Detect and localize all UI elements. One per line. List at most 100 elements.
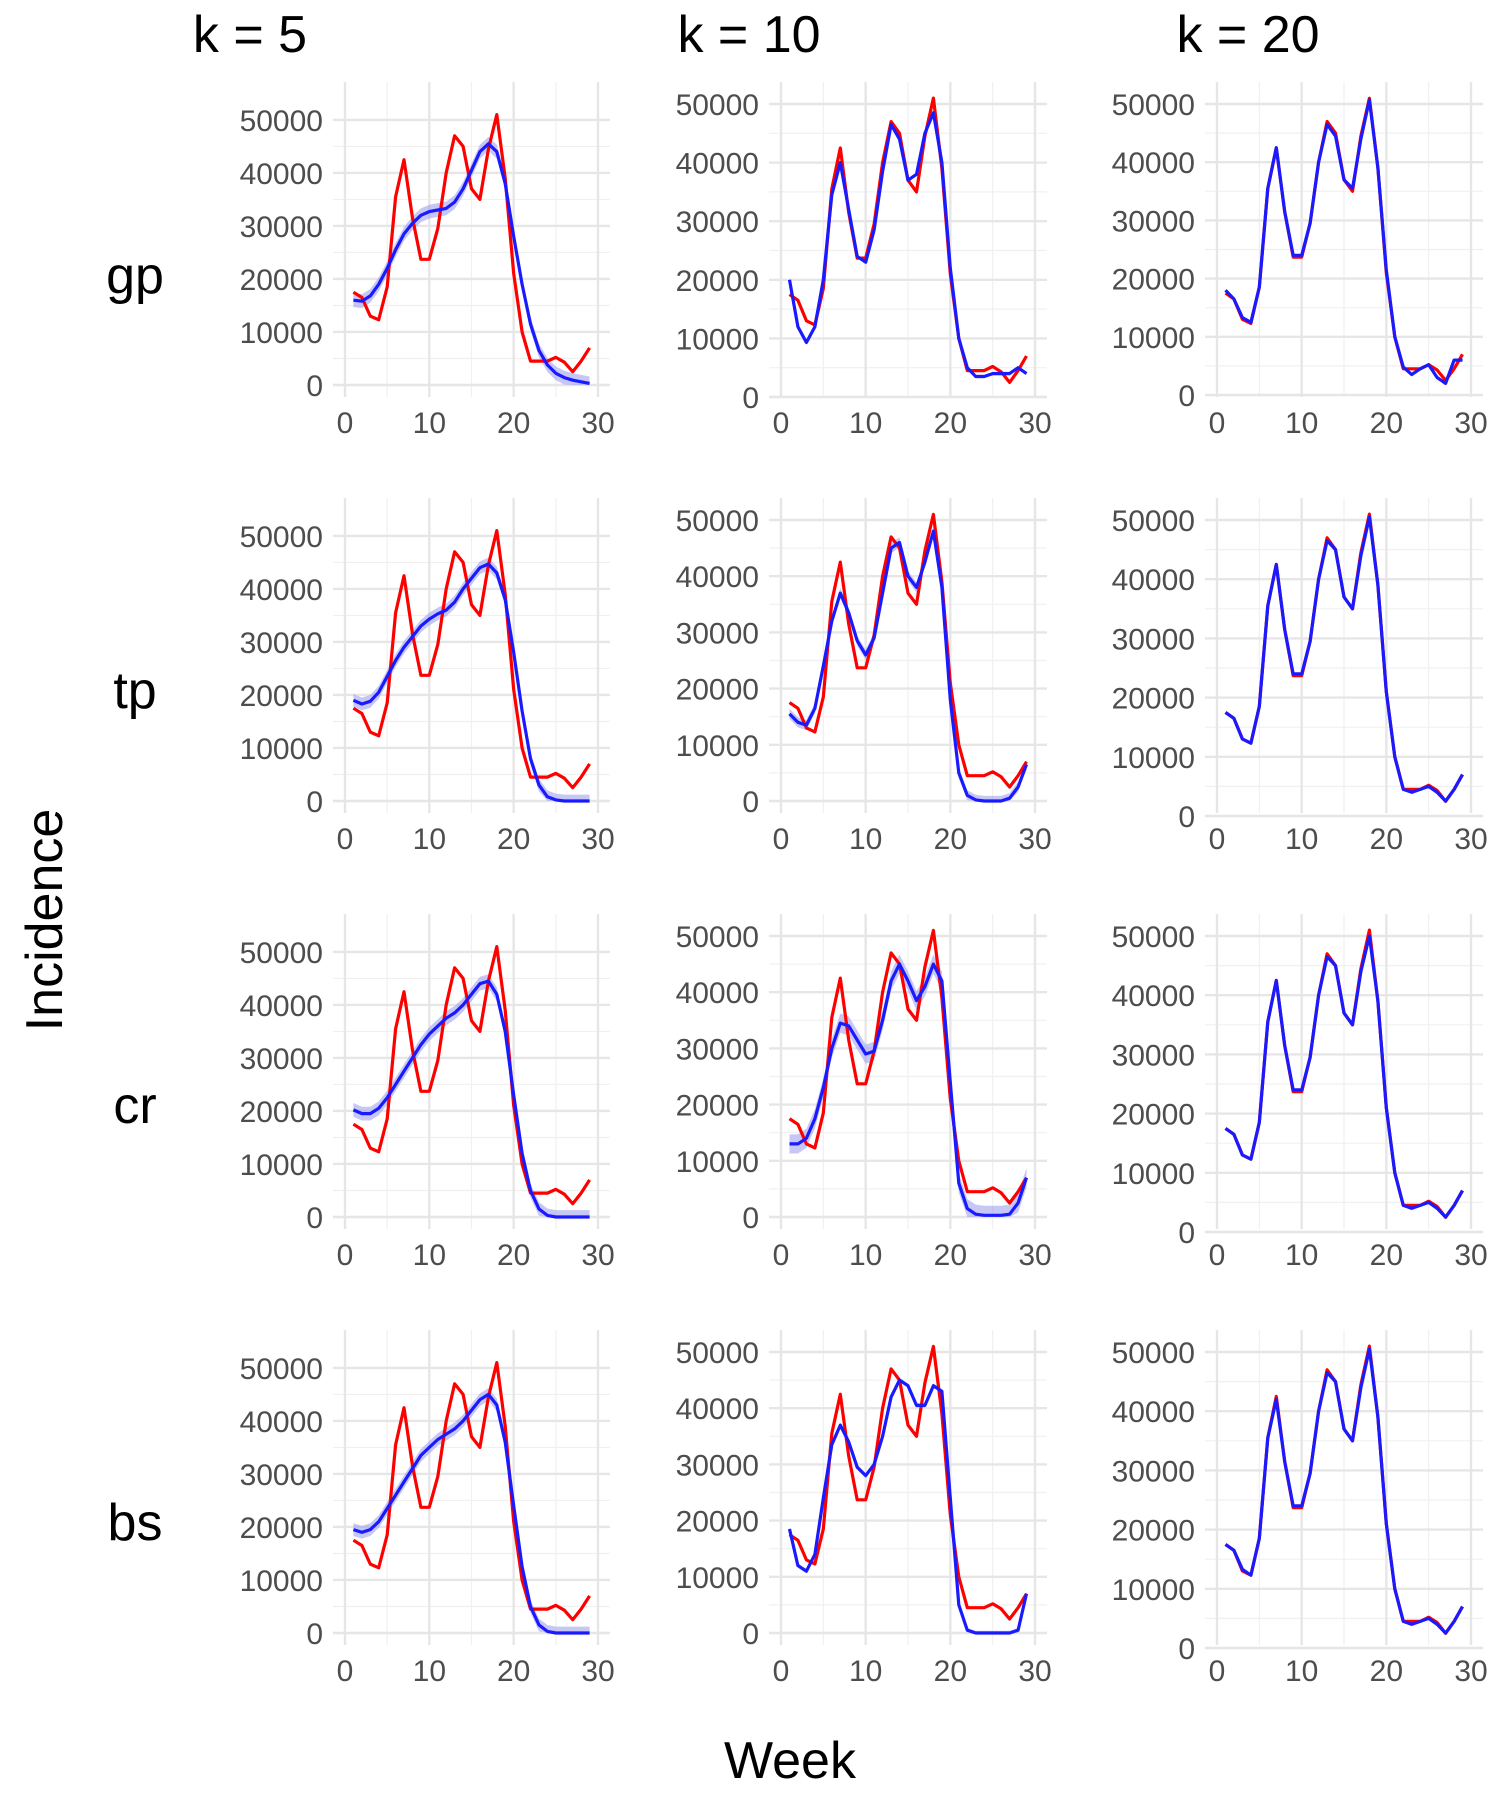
x-tick-label: 10 (413, 407, 446, 440)
fitted-line (353, 142, 590, 385)
y-tick-label: 0 (1178, 801, 1195, 834)
panel-tp-k20: 0 10 20 30 0 10000 20000 30000 40000 50000 (1112, 498, 1488, 856)
observed-line (352, 528, 591, 790)
fitted-line (1224, 98, 1463, 385)
y-tick-label: 30000 (1112, 1039, 1195, 1072)
y-tick-label: 40000 (1112, 980, 1195, 1013)
observed-line (352, 944, 591, 1206)
x-tick-label: 30 (581, 1239, 614, 1272)
y-tick-label: 50000 (676, 505, 759, 538)
x-tick-label: 0 (1209, 823, 1226, 856)
x-tick-label: 30 (1018, 1239, 1051, 1272)
x-tick-label: 20 (934, 1239, 967, 1272)
y-tick-label: 20000 (1112, 683, 1195, 716)
y-tick-label: 0 (1178, 1217, 1195, 1250)
y-tick-label: 40000 (676, 977, 759, 1010)
fitted-line (352, 1392, 590, 1635)
fitted-line (788, 529, 1028, 803)
x-tick-label: 10 (849, 407, 882, 440)
x-tick-label: 0 (1209, 1655, 1226, 1688)
col-header-k20: k = 20 (1176, 6, 1319, 64)
y-tick-label: 50000 (676, 89, 759, 122)
y-tick-label: 40000 (240, 990, 323, 1023)
x-tick-label: 0 (1209, 1239, 1226, 1272)
y-tick-label: 10000 (676, 1146, 759, 1179)
y-tick-label: 20000 (676, 674, 759, 707)
y-tick-label: 50000 (240, 105, 323, 138)
row-header-cr: cr (113, 1077, 156, 1135)
x-tick-label: 30 (1018, 407, 1051, 440)
y-tick-label: 50000 (676, 1337, 759, 1370)
fitted-band (789, 954, 1027, 1217)
y-tick-label: 30000 (1112, 205, 1195, 238)
y-tick-label: 30000 (1112, 1455, 1195, 1488)
x-tick-label: 10 (413, 823, 446, 856)
panel-gp-k10: 0 10 20 30 0 10000 20000 30000 40000 50000 (676, 82, 1052, 440)
x-tick-label: 0 (337, 823, 354, 856)
y-tick-label: 40000 (1112, 1396, 1195, 1429)
panel-bs-k5: 0 10 20 30 0 10000 20000 30000 40000 50000 (240, 1330, 615, 1688)
observed-line (788, 928, 1028, 1205)
y-tick-label: 20000 (1112, 264, 1195, 297)
y-tick-label: 50000 (1112, 89, 1195, 122)
fitted-band (789, 526, 1027, 801)
y-tick-label: 30000 (240, 1459, 323, 1492)
panel-tp-k10: 0 10 20 30 0 10000 20000 30000 40000 50000 (676, 498, 1052, 856)
y-tick-label: 10000 (676, 1562, 759, 1595)
y-tick-label: 30000 (676, 206, 759, 239)
col-header-k10: k = 10 (677, 6, 820, 64)
y-tick-label: 10000 (240, 317, 323, 350)
x-tick-label: 30 (1018, 1655, 1051, 1688)
x-tick-label: 0 (337, 407, 354, 440)
x-tick-label: 20 (934, 407, 967, 440)
x-tick-label: 20 (1370, 407, 1403, 440)
panel-bs-k10: 0 10 20 30 0 10000 20000 30000 40000 50000 (676, 1330, 1052, 1688)
x-tick-label: 0 (337, 1655, 354, 1688)
y-tick-label: 10000 (240, 1149, 323, 1182)
y-tick-label: 0 (1178, 380, 1195, 413)
x-tick-label: 20 (1370, 1655, 1403, 1688)
x-tick-label: 10 (413, 1239, 446, 1272)
fitted-line (1224, 934, 1464, 1219)
y-tick-label: 40000 (240, 158, 323, 191)
x-tick-label: 20 (1370, 823, 1403, 856)
y-tick-label: 10000 (1112, 742, 1195, 775)
x-tick-label: 20 (497, 1239, 530, 1272)
y-tick-label: 0 (306, 1202, 323, 1235)
x-tick-label: 20 (934, 823, 967, 856)
x-tick-label: 10 (849, 1239, 882, 1272)
y-tick-label: 50000 (240, 1353, 323, 1386)
col-header-k5: k = 5 (193, 6, 307, 64)
panel-gp-k20: 0 10 20 30 0 10000 20000 30000 40000 50000 (1112, 82, 1488, 440)
y-tick-label: 10000 (240, 733, 323, 766)
row-header-tp: tp (113, 662, 156, 720)
x-tick-label: 20 (497, 1655, 530, 1688)
y-tick-label: 50000 (240, 521, 323, 554)
x-tick-label: 30 (1454, 1655, 1487, 1688)
y-tick-label: 20000 (240, 1096, 323, 1129)
y-tick-label: 30000 (240, 627, 323, 660)
y-tick-label: 50000 (240, 937, 323, 970)
y-tick-label: 0 (306, 1618, 323, 1651)
x-tick-label: 0 (773, 1655, 790, 1688)
y-tick-label: 20000 (676, 1090, 759, 1123)
y-tick-label: 40000 (676, 1393, 759, 1426)
y-tick-label: 30000 (676, 1033, 759, 1066)
x-tick-label: 30 (1454, 407, 1487, 440)
y-tick-label: 50000 (676, 921, 759, 954)
x-tick-label: 10 (413, 1655, 446, 1688)
row-header-gp: gp (106, 247, 164, 305)
facet-headers: k = 5 k = 10 k = 20 gp tp cr bs Week Inc… (16, 6, 1320, 1790)
y-tick-label: 20000 (240, 680, 323, 713)
x-tick-label: 10 (1285, 1655, 1318, 1688)
panel-bs-k20: 0 10 20 30 0 10000 20000 30000 40000 50000 (1112, 1330, 1488, 1688)
y-tick-label: 0 (306, 370, 323, 403)
x-tick-label: 20 (934, 1655, 967, 1688)
y-tick-label: 0 (306, 786, 323, 819)
y-tick-label: 10000 (1112, 1574, 1195, 1607)
x-tick-label: 10 (1285, 1239, 1318, 1272)
fitted-line (1224, 515, 1464, 803)
x-tick-label: 30 (1454, 1239, 1487, 1272)
